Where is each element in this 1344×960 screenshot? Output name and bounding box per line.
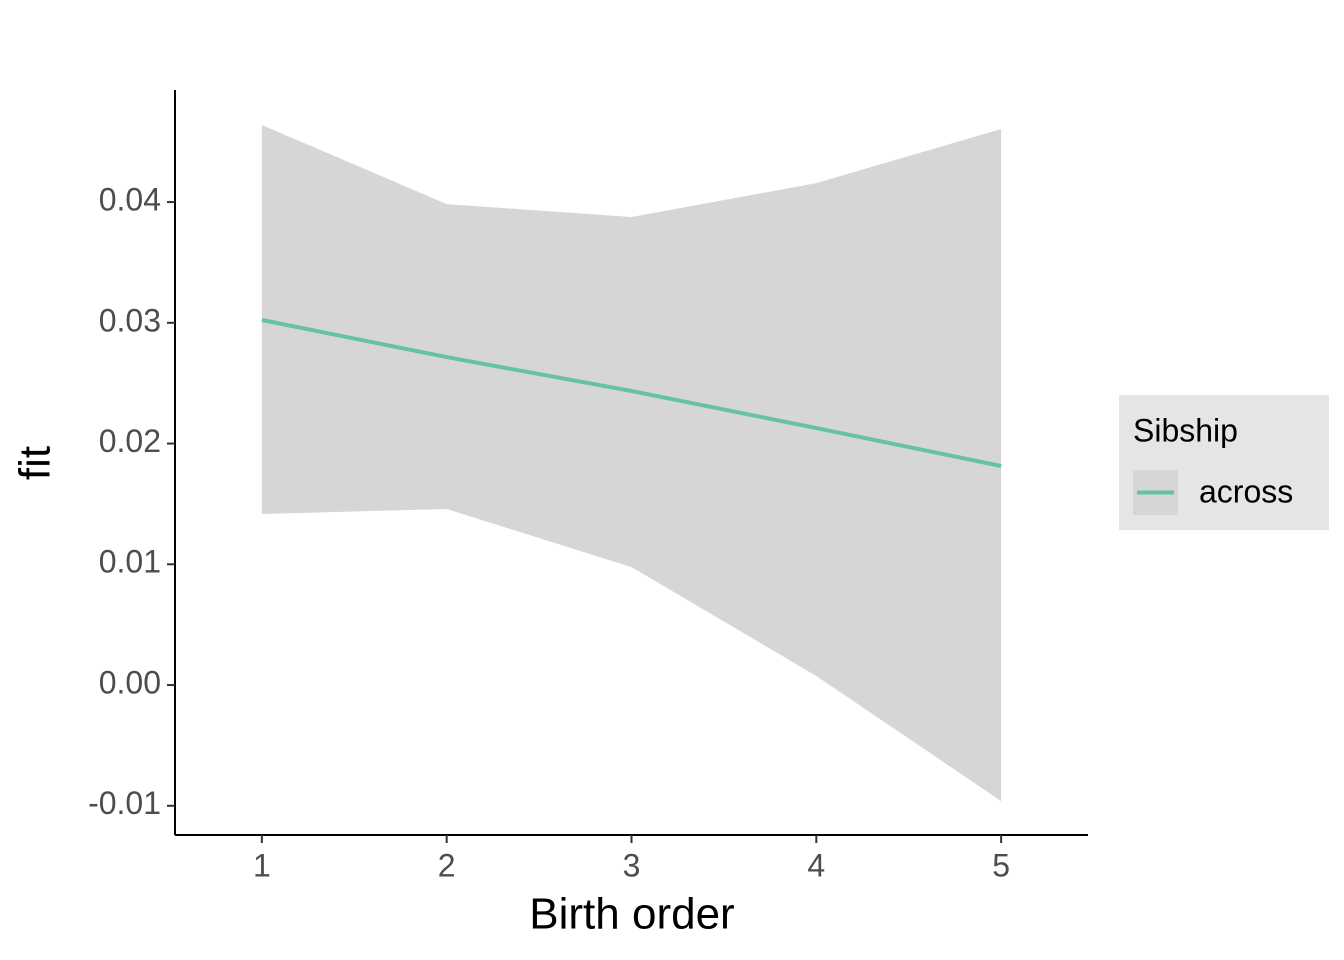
fit-line bbox=[261, 318, 1002, 468]
x-tick-label: 2 bbox=[438, 847, 456, 883]
y-tick-label: 0.00 bbox=[99, 664, 161, 700]
x-tick-label: 3 bbox=[623, 847, 641, 883]
y-tick-label: -0.01 bbox=[88, 785, 161, 821]
y-tick-label: 0.04 bbox=[99, 182, 161, 218]
y-axis-title: fit bbox=[11, 446, 60, 480]
x-tick-label: 4 bbox=[807, 847, 825, 883]
x-tick-label: 5 bbox=[992, 847, 1010, 883]
legend-label: across bbox=[1199, 473, 1293, 509]
y-tick-label: 0.03 bbox=[99, 302, 161, 338]
confidence-band bbox=[261, 125, 1002, 802]
x-tick-label: 1 bbox=[253, 847, 271, 883]
x-axis-title: Birth order bbox=[529, 890, 734, 939]
legend-title: Sibship bbox=[1133, 412, 1238, 448]
y-tick-label: 0.01 bbox=[99, 544, 161, 580]
y-tick-label: 0.02 bbox=[99, 423, 161, 459]
